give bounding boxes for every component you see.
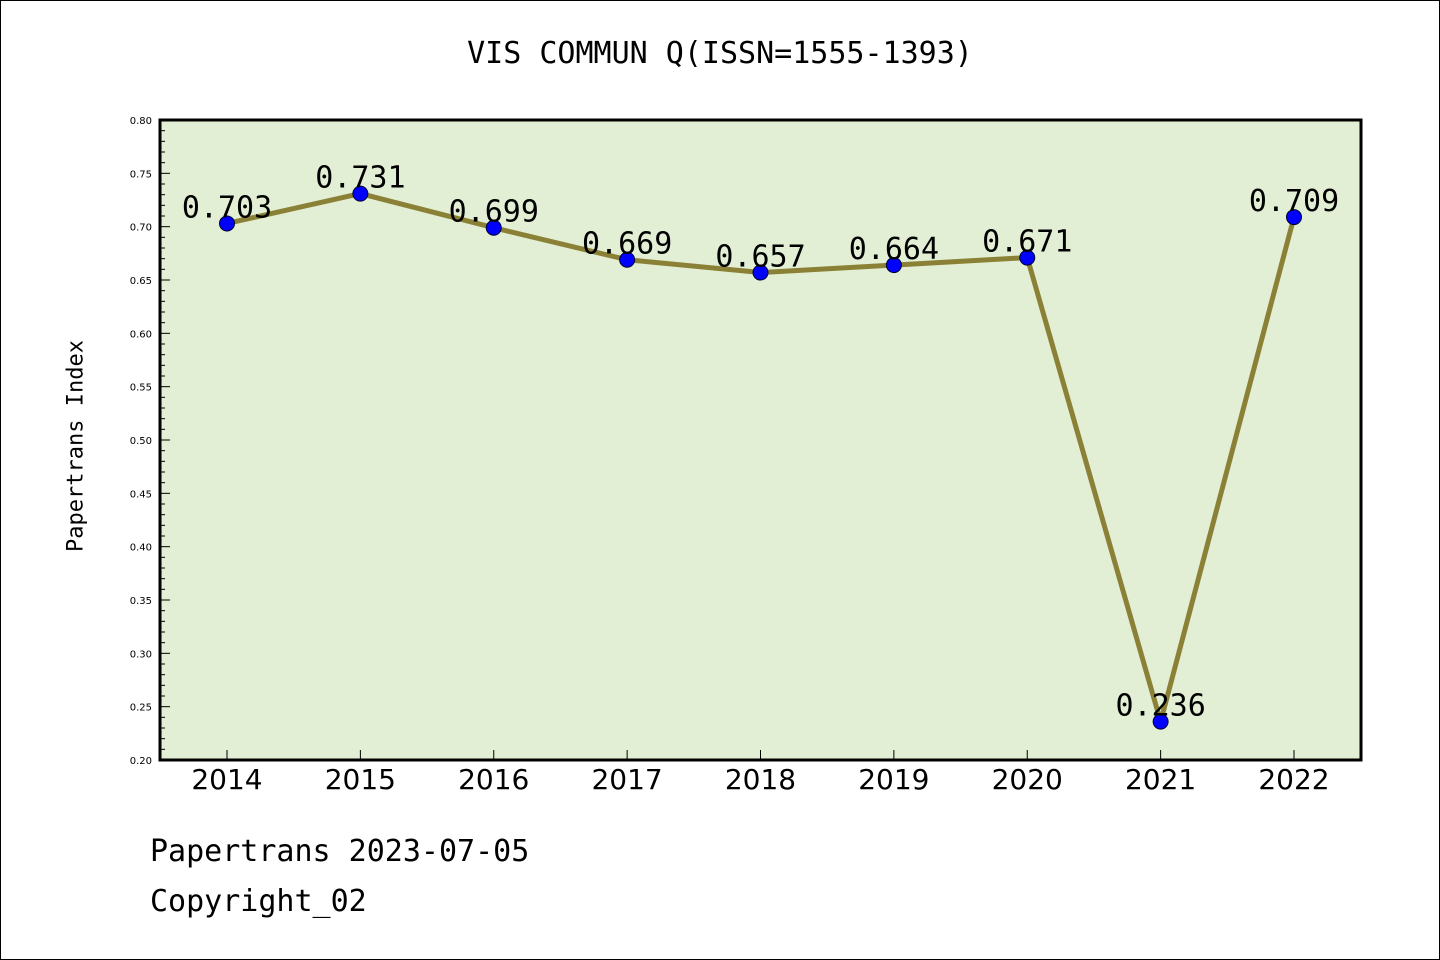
- y-tick-label: 0.20: [130, 756, 152, 767]
- footer-copyright: Copyright_02: [150, 884, 367, 919]
- y-tick-label: 0.50: [130, 436, 152, 447]
- data-point-marker: [1152, 713, 1169, 730]
- data-point-marker: [485, 219, 502, 236]
- data-label: 0.709: [1249, 184, 1339, 219]
- x-tick-label: 2018: [725, 763, 796, 796]
- x-tick-label: 2015: [325, 763, 396, 796]
- data-label: 0.657: [715, 240, 805, 275]
- data-label: 0.669: [582, 227, 672, 262]
- y-tick-label: 0.25: [130, 703, 152, 714]
- y-tick-label: 0.45: [130, 489, 152, 500]
- y-tick-label: 0.35: [130, 596, 152, 607]
- data-label: 0.699: [449, 195, 539, 230]
- chart-title: VIS COMMUN Q(ISSN=1555-1393): [467, 36, 973, 71]
- data-label: 0.671: [982, 225, 1072, 260]
- x-tick-label: 2021: [1125, 763, 1196, 796]
- data-label: 0.236: [1115, 689, 1205, 724]
- y-tick-label: 0.40: [130, 543, 152, 554]
- data-point-marker: [885, 257, 902, 274]
- y-tick-label: 0.55: [130, 383, 152, 394]
- data-label: 0.731: [315, 161, 405, 196]
- data-point-marker: [352, 185, 369, 202]
- x-tick-label: 2016: [458, 763, 529, 796]
- data-label: 0.664: [849, 232, 939, 267]
- data-point-marker: [752, 264, 769, 281]
- x-tick-label: 2014: [191, 763, 262, 796]
- y-tick-label: 0.80: [130, 116, 152, 127]
- y-axis-ticks: 0.20 0.25 0.30 0.35 0.40 0.45 0.50 0.55 0.60 0.65…: [130, 116, 1330, 796]
- x-tick-label: 2019: [858, 763, 929, 796]
- data-point-marker: [219, 215, 235, 232]
- data-point-marker: [1019, 249, 1036, 266]
- data-labels-layer: 0.703 0.731 0.699 0.669 0.657 0.664 0.671 0.236…: [182, 161, 1339, 724]
- footer-date: Papertrans 2023-07-05: [150, 834, 530, 869]
- markers-layer: [219, 185, 1302, 730]
- y-tick-label: 0.30: [130, 649, 152, 660]
- data-label: 0.703: [182, 190, 272, 225]
- x-tick-label: 2017: [591, 763, 662, 796]
- data-point-marker: [619, 251, 636, 268]
- plot-border: [158, 118, 1363, 762]
- y-tick-label: 0.60: [130, 329, 152, 340]
- y-tick-label: 0.75: [130, 169, 152, 180]
- plot-area: [160, 120, 1361, 760]
- x-tick-label: 2022: [1258, 763, 1329, 796]
- y-tick-label: 0.65: [130, 276, 152, 287]
- y-tick-label: 0.70: [130, 223, 152, 234]
- x-tick-label: 2020: [992, 763, 1063, 796]
- data-point-marker: [1286, 209, 1302, 226]
